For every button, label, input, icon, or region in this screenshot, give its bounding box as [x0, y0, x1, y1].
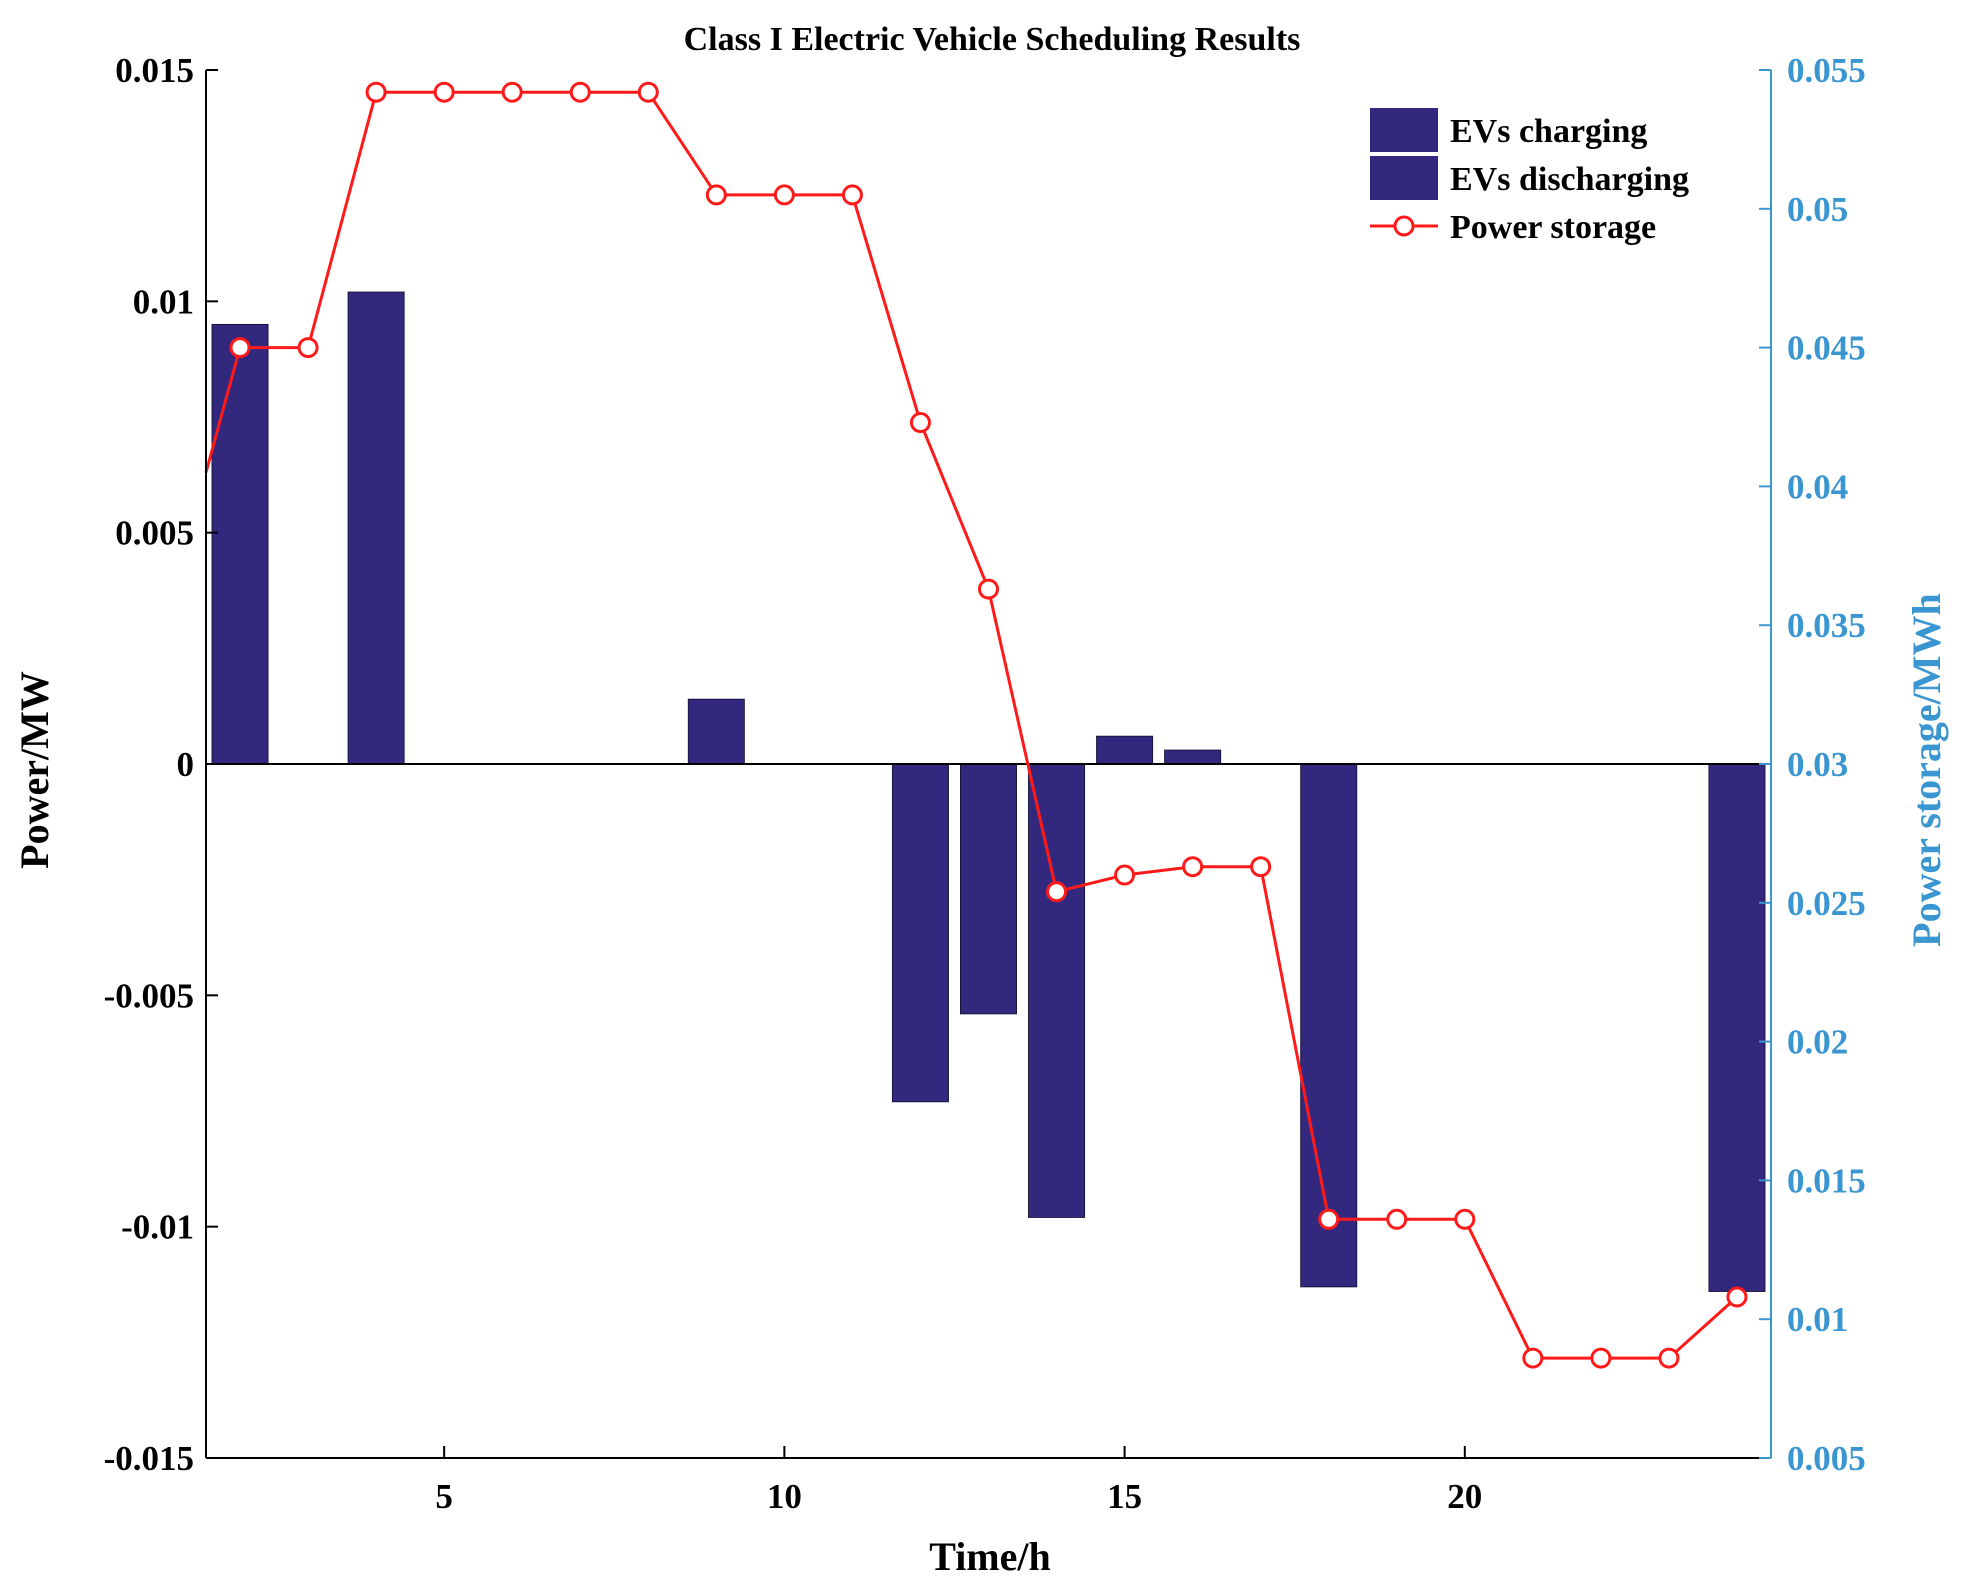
chart-title: Class I Electric Vehicle Scheduling Resu…: [684, 21, 1301, 58]
y-tick-label: -0.015: [104, 1439, 194, 1478]
legend[interactable]: EVs charging EVs discharging Power storage: [1370, 108, 1689, 246]
line-series-group: [204, 81, 1748, 1369]
y2-tick-label: 0.025: [1787, 884, 1866, 923]
x-tick-label: 5: [435, 1477, 453, 1516]
bar-discharging-12: [891, 763, 949, 1103]
y-tick-label: 0.01: [133, 282, 194, 321]
power-storage-point-15: [1114, 864, 1136, 886]
power-storage-point-3: [297, 337, 319, 359]
bar-series-group: [211, 291, 1766, 1292]
y2-tick-label: 0.005: [1787, 1439, 1866, 1478]
power-storage-point-19: [1386, 1208, 1408, 1230]
y-tick-label: 0: [177, 745, 195, 784]
axes-group: -0.015-0.01-0.00500.0050.010.0150.0050.0…: [104, 51, 1866, 1516]
bar-charging-9: [687, 698, 745, 765]
x-tick-label: 10: [767, 1477, 802, 1516]
power-storage-point-22: [1590, 1347, 1612, 1369]
power-storage-point-18: [1318, 1208, 1340, 1230]
y2-tick-label: 0.045: [1787, 329, 1866, 368]
y2-tick-label: 0.04: [1787, 467, 1848, 506]
y-axis-label: Power/MW: [12, 671, 57, 869]
y2-tick-label: 0.02: [1787, 1023, 1848, 1062]
y2-tick-label: 0.035: [1787, 606, 1866, 645]
y2-axis-label: Power storage/MWh: [1904, 593, 1949, 947]
x-tick-label: 15: [1107, 1477, 1142, 1516]
y-tick-label: -0.005: [104, 976, 194, 1015]
bar-charging-15: [1096, 735, 1154, 765]
legend-label-0: EVs charging: [1450, 113, 1647, 150]
power-storage-point-17: [1250, 856, 1272, 878]
x-tick-label: 20: [1447, 1477, 1482, 1516]
power-storage-point-4: [365, 81, 387, 103]
bar-discharging-24: [1708, 763, 1766, 1292]
bar-charging-4: [347, 291, 405, 765]
legend-swatch-charging: [1370, 108, 1438, 152]
power-storage-point-10: [773, 184, 795, 206]
power-storage-point-20: [1454, 1208, 1476, 1230]
bar-discharging-18: [1300, 763, 1358, 1288]
y2-tick-label: 0.05: [1787, 190, 1848, 229]
power-storage-point-13: [978, 578, 999, 600]
y-tick-label: -0.01: [121, 1208, 194, 1247]
y2-tick-label: 0.055: [1787, 51, 1866, 90]
power-storage-line: [204, 90, 1739, 1360]
power-storage-point-6: [501, 81, 523, 103]
legend-swatch-discharging: [1370, 156, 1438, 200]
power-storage-point-14: [1046, 881, 1068, 903]
y-tick-label: 0.015: [115, 51, 194, 90]
bar-charging-16: [1164, 749, 1222, 765]
power-storage-point-11: [841, 184, 863, 206]
legend-label-2: Power storage: [1450, 209, 1656, 246]
power-storage-point-7: [569, 81, 591, 103]
power-storage-point-8: [637, 81, 659, 103]
power-storage-point-21: [1522, 1347, 1544, 1369]
x-axis-label: Time/h: [929, 1534, 1051, 1579]
power-storage-point-9: [705, 184, 727, 206]
y-tick-label: 0.005: [115, 514, 194, 553]
bar-discharging-14: [1028, 763, 1086, 1218]
y2-tick-label: 0.03: [1787, 745, 1848, 784]
legend-swatch-marker: [1393, 215, 1415, 237]
power-storage-point-12: [909, 412, 931, 434]
y2-tick-label: 0.01: [1787, 1300, 1848, 1339]
power-storage-point-16: [1182, 856, 1204, 878]
legend-label-1: EVs discharging: [1450, 161, 1689, 198]
bar-charging-2: [211, 323, 269, 765]
power-storage-point-2: [229, 337, 251, 359]
power-storage-point-24: [1726, 1286, 1748, 1308]
power-storage-point-5: [433, 81, 455, 103]
power-storage-point-23: [1658, 1347, 1680, 1369]
y2-tick-label: 0.015: [1787, 1161, 1866, 1200]
bar-discharging-13: [960, 763, 1017, 1015]
